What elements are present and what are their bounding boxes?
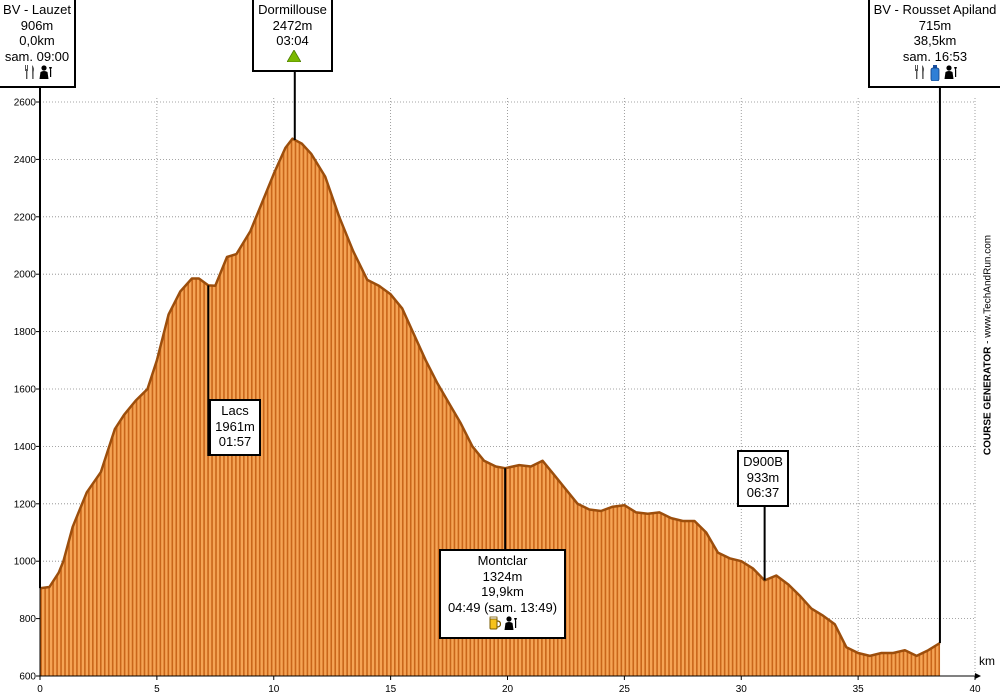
waypoint-icons <box>0 65 74 79</box>
x-tick-label: 25 <box>619 684 631 695</box>
x-tick-label: 0 <box>37 684 43 695</box>
x-tick-label: 15 <box>385 684 397 695</box>
waypoint-time: 03:04 <box>276 33 309 48</box>
waypoint-icons <box>441 616 564 630</box>
waypoint-summit-box: Dormillouse 2472m 03:04 <box>252 0 333 72</box>
branding-label: COURSE GENERATOR - www.TechAndRun.com <box>978 230 998 460</box>
assistance-icon <box>944 65 957 79</box>
y-tick-label: 2400 <box>14 155 37 166</box>
waypoint-name: Montclar <box>477 553 528 568</box>
waypoint-connectors <box>39 72 941 643</box>
waypoint-altitude: 2472m <box>272 17 313 33</box>
y-tick-label: 1400 <box>14 442 37 453</box>
x-axis-unit-label: km <box>979 654 995 668</box>
y-tick-label: 2200 <box>14 212 37 223</box>
elevation-line <box>39 137 941 658</box>
tick-labels: 0 5 10 15 20 25 30 35 40 600 800 1000 1200 1400 1600 18… <box>14 98 981 696</box>
y-tick-label: 800 <box>19 614 36 625</box>
y-tick-label: 1200 <box>14 499 37 510</box>
x-axis-arrow <box>975 673 981 679</box>
waypoint-altitude: 933m <box>746 469 780 485</box>
waypoint-time: 06:37 <box>746 485 780 500</box>
branding-bold: COURSE GENERATOR <box>982 346 994 456</box>
waypoint-icons <box>254 48 331 64</box>
waypoint-start-box: BV - Lauzet 906m 0,0km sam. 09:00 <box>0 0 76 88</box>
waypoint-montclar-box: Montclar 1324m 19,9km 04:49 (sam. 13:49) <box>439 549 566 639</box>
waypoint-altitude: 906m <box>20 17 54 33</box>
waypoint-finish-box: BV - Rousset Apiland 715m 38,5km sam. 16… <box>868 0 1000 88</box>
water-icon <box>929 65 941 82</box>
x-tick-label: 10 <box>268 684 280 695</box>
restaurant-icon <box>914 65 926 79</box>
waypoint-icons <box>870 65 1000 82</box>
y-tick-label: 1800 <box>14 327 37 338</box>
waypoint-distance: 0,0km <box>19 33 55 48</box>
waypoint-time: sam. 09:00 <box>4 48 70 64</box>
restaurant-icon <box>24 65 36 79</box>
branding-url: - www.TechAndRun.com <box>982 234 994 347</box>
assistance-icon <box>504 616 517 630</box>
waypoint-name: BV - Rousset Apiland <box>873 2 997 17</box>
summit-icon <box>285 48 302 64</box>
x-tick-label: 40 <box>969 684 981 695</box>
waypoint-name: BV - Lauzet <box>3 2 71 17</box>
waypoint-name: D900B <box>743 454 783 469</box>
y-tick-label: 2600 <box>14 98 37 109</box>
waypoint-distance: 38,5km <box>913 33 957 48</box>
waypoint-distance: 19,9km <box>481 584 524 599</box>
waypoint-time: sam. 16:53 <box>902 48 968 64</box>
y-tick-label: 2000 <box>14 270 37 281</box>
waypoint-lacs-box: Lacs 1961m 01:57 <box>209 399 261 456</box>
waypoint-d900b-box: D900B 933m 06:37 <box>737 450 789 507</box>
waypoint-time: 04:49 (sam. 13:49) <box>447 599 558 615</box>
y-tick-label: 1600 <box>14 385 37 396</box>
waypoint-name: Dormillouse <box>258 2 327 17</box>
elevation-area <box>40 138 940 676</box>
assistance-icon <box>39 65 52 79</box>
waypoint-altitude: 1961m <box>215 418 255 434</box>
y-tick-label: 600 <box>19 672 36 683</box>
waypoint-altitude: 1324m <box>482 568 523 584</box>
x-tick-label: 20 <box>502 684 514 695</box>
x-tick-label: 35 <box>853 684 865 695</box>
waypoint-altitude: 715m <box>918 17 952 33</box>
x-tick-label: 5 <box>154 684 160 695</box>
waypoint-name: Lacs <box>221 403 249 418</box>
x-tick-label: 30 <box>736 684 748 695</box>
waypoint-time: 01:57 <box>218 434 252 449</box>
y-tick-label: 1000 <box>14 557 37 568</box>
drink-icon <box>489 616 502 630</box>
